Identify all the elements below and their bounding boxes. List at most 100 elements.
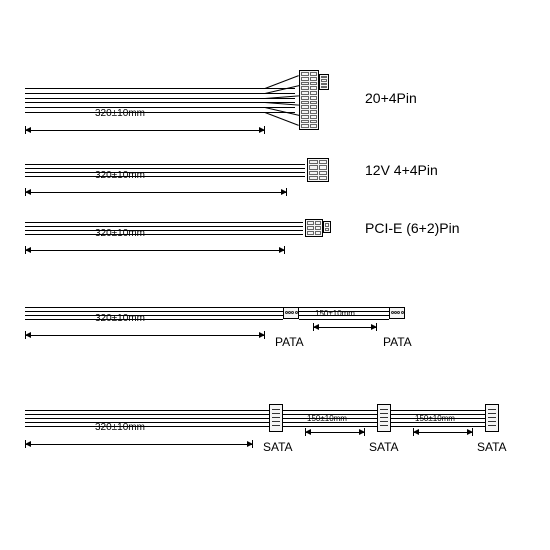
cable-wire xyxy=(25,176,305,177)
cable-wire xyxy=(25,107,295,108)
pin xyxy=(309,165,318,169)
cable-wire xyxy=(25,319,283,320)
pin xyxy=(309,176,318,180)
connector-label: SATA xyxy=(369,440,399,454)
connector-eps8 xyxy=(307,158,329,182)
pin xyxy=(319,160,328,164)
pin xyxy=(307,221,314,225)
pin xyxy=(301,120,309,124)
dim-label: 320±10mm xyxy=(95,108,145,119)
pin xyxy=(319,165,328,169)
connector-pcie6 xyxy=(305,219,323,237)
dim-arrow xyxy=(279,247,285,253)
pin xyxy=(315,231,322,235)
cable-wire xyxy=(25,222,303,223)
pin xyxy=(307,231,314,235)
connector-label: SATA xyxy=(263,440,293,454)
pin xyxy=(319,176,328,180)
pin xyxy=(321,79,327,81)
connector-pata xyxy=(389,307,405,319)
pin xyxy=(301,77,309,81)
dimension: 150±10mm xyxy=(413,424,473,440)
dim-line xyxy=(25,444,253,445)
pin xyxy=(321,76,327,78)
pin xyxy=(310,101,318,105)
connector-type-label: PCI-E (6+2)Pin xyxy=(365,220,460,236)
pin xyxy=(321,83,327,85)
pin xyxy=(301,96,309,100)
dim-arrow xyxy=(247,441,253,447)
pin xyxy=(301,91,309,95)
connector-pata xyxy=(283,307,299,319)
dim-line xyxy=(25,250,285,251)
pin xyxy=(301,101,309,105)
dimension: 320±10mm xyxy=(25,184,287,200)
pin xyxy=(309,171,318,175)
cable-wire xyxy=(25,98,295,99)
cable-spec-diagram: 20+4Pin320±10mm12V 4+4Pin320±10mmPCI-E (… xyxy=(0,0,550,550)
dimension: 320±10mm xyxy=(25,242,285,258)
pins xyxy=(321,76,327,88)
dim-line xyxy=(413,432,473,433)
dim-arrow xyxy=(25,127,31,133)
connector-pcie2 xyxy=(323,221,331,233)
pin xyxy=(310,82,318,86)
cable-wire xyxy=(25,230,303,231)
pata-pin xyxy=(397,311,400,314)
pin xyxy=(307,226,314,230)
connector-label: SATA xyxy=(477,440,507,454)
pin xyxy=(310,120,318,124)
pin xyxy=(315,226,322,230)
dimension: 150±10mm xyxy=(305,424,365,440)
pin xyxy=(310,115,318,119)
dim-line xyxy=(25,192,287,193)
dim-arrow xyxy=(25,332,31,338)
cable-wire xyxy=(25,410,269,411)
pata-pin xyxy=(291,311,294,314)
pin xyxy=(310,72,318,76)
pin xyxy=(301,72,309,76)
dim-arrow xyxy=(371,324,377,330)
dimension: 320±10mm xyxy=(25,327,265,343)
connector-atx4 xyxy=(319,74,329,90)
pin xyxy=(301,82,309,86)
cable-wire xyxy=(25,418,269,419)
cable-row-4: SATASATASATA320±10mm150±10mm150±10mm xyxy=(25,418,525,478)
cable-wire xyxy=(25,307,283,308)
cable-wire xyxy=(25,102,295,103)
pin xyxy=(321,86,327,88)
dim-label: 150±10mm xyxy=(415,414,455,423)
dim-line xyxy=(305,432,365,433)
cable-wire xyxy=(25,93,295,94)
pin xyxy=(301,110,309,114)
pins xyxy=(301,72,317,128)
connector-sata xyxy=(269,404,283,432)
cable-row-3: PATAPATA320±10mm150±10mm xyxy=(25,313,525,373)
connector-sata xyxy=(377,404,391,432)
dim-arrow xyxy=(25,247,31,253)
dim-arrow xyxy=(413,429,419,435)
dim-label: 150±10mm xyxy=(307,414,347,423)
dim-label: 320±10mm xyxy=(95,228,145,239)
dim-label: 150±10mm xyxy=(315,309,355,318)
pin xyxy=(310,124,318,128)
dim-arrow xyxy=(259,127,265,133)
pata-pin xyxy=(295,311,298,314)
pin xyxy=(310,91,318,95)
cable-wire xyxy=(25,168,305,169)
connector-type-label: 12V 4+4Pin xyxy=(365,162,438,178)
dim-line xyxy=(313,327,377,328)
pins xyxy=(307,221,321,235)
cable-wire xyxy=(25,172,305,173)
pin xyxy=(325,228,329,232)
cable-wire xyxy=(25,414,269,415)
cable-wire xyxy=(299,307,389,308)
connector-label: PATA xyxy=(275,335,304,349)
cable-wire xyxy=(25,234,303,235)
cable-row-2: PCI-E (6+2)Pin320±10mm xyxy=(25,228,525,288)
pin xyxy=(325,223,329,227)
connector-type-label: 20+4Pin xyxy=(365,90,417,106)
cable-wire xyxy=(25,426,269,427)
pin xyxy=(315,221,322,225)
pin xyxy=(310,86,318,90)
